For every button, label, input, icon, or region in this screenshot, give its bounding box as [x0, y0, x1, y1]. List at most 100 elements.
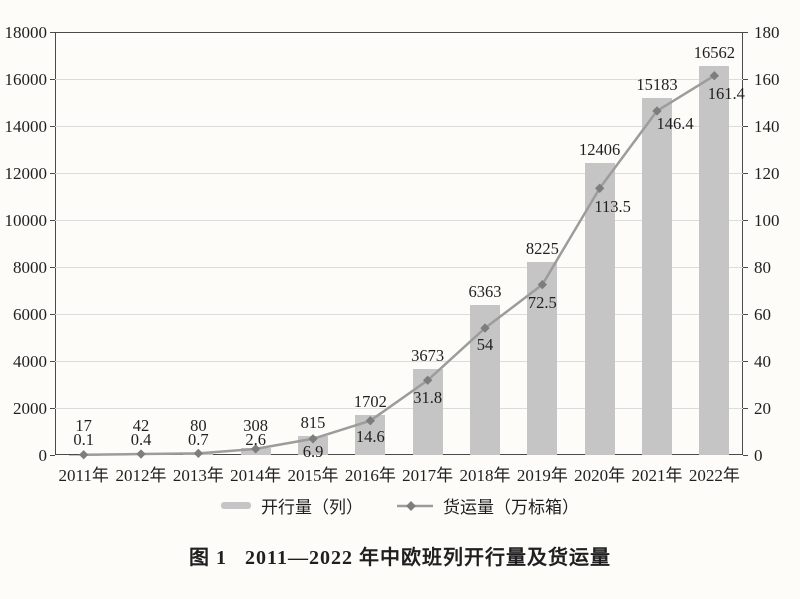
- left-axis-tick-label: 12000: [4, 163, 48, 183]
- left-axis-tick-label: 2000: [13, 398, 47, 418]
- left-axis-tick-label: 8000: [13, 257, 47, 277]
- x-axis-label: 2022年: [688, 466, 740, 485]
- left-axis-tick-label: 18000: [4, 22, 48, 42]
- x-axis-label: 2012年: [115, 466, 167, 485]
- legend-label-bar: 开行量（列）: [261, 498, 363, 517]
- bar-value-label: 17: [75, 416, 92, 435]
- legend-item-bar-series: 开行量（列）: [221, 493, 363, 518]
- left-axis-tick: [50, 125, 55, 127]
- right-axis-tick: [743, 172, 748, 174]
- x-axis-label: 2019年: [516, 466, 568, 485]
- x-axis-label: 2021年: [631, 466, 683, 485]
- x-axis-label: 2016年: [344, 466, 396, 485]
- grid-line: [55, 79, 743, 80]
- data-point-marker: [422, 375, 433, 385]
- line-value-label: 2.6: [245, 430, 266, 449]
- data-point-marker: [193, 448, 204, 459]
- left-axis-tick-label: 16000: [4, 69, 48, 89]
- right-axis-tick: [743, 219, 748, 221]
- line-value-label: 0.4: [130, 430, 152, 449]
- grid-line: [55, 361, 743, 362]
- right-axis-tick: [743, 266, 748, 268]
- right-axis-tick: [743, 313, 748, 315]
- grid-line: [55, 314, 743, 315]
- right-axis-tick: [743, 454, 748, 456]
- right-axis-tick-label: 40: [754, 351, 771, 371]
- line-path: [83, 74, 715, 457]
- bar: [584, 163, 615, 455]
- data-point-marker: [652, 106, 662, 116]
- line-value-label: 113.5: [594, 197, 631, 217]
- data-point-marker: [480, 323, 490, 333]
- bar-value-label: 16562: [693, 42, 735, 62]
- right-axis-tick: [743, 78, 748, 80]
- left-axis-tick: [50, 78, 55, 80]
- right-axis-tick-label: 20: [754, 398, 771, 418]
- right-axis-tick-label: 100: [754, 210, 780, 230]
- right-axis-tick: [743, 360, 748, 362]
- bar-value-label: 6363: [468, 282, 502, 302]
- left-axis-tick: [50, 172, 55, 174]
- line-value-label: 72.5: [527, 292, 557, 312]
- bar: [642, 98, 672, 455]
- bar-value-label: 42: [132, 416, 150, 435]
- right-axis-tick: [743, 31, 748, 33]
- left-axis-tick-label: 4000: [13, 351, 47, 371]
- legend-item-line-series: 货运量（万标箱）: [397, 493, 579, 518]
- x-axis-label: 2014年: [230, 466, 282, 485]
- data-point-marker: [308, 434, 318, 444]
- line-value-label: 31.8: [413, 388, 443, 408]
- data-point-marker: [365, 416, 376, 426]
- line-value-label: 54: [476, 335, 494, 355]
- left-axis-tick-label: 0: [38, 445, 48, 465]
- grid-line: [55, 173, 743, 174]
- left-axis-tick: [50, 313, 55, 315]
- right-axis-tick-label: 60: [754, 304, 771, 324]
- right-axis-tick-label: 120: [754, 163, 780, 183]
- bar-swatch-icon: [221, 502, 251, 509]
- line-value-label: 6.9: [302, 441, 324, 461]
- bar-value-label: 1702: [353, 392, 387, 411]
- figure-caption-number: 图 1: [189, 547, 228, 569]
- grid-line: [55, 408, 743, 409]
- grid-line: [55, 126, 743, 127]
- line-value-label: 146.4: [656, 113, 694, 133]
- left-axis-tick: [50, 454, 55, 456]
- bar: [527, 261, 558, 455]
- bar-value-label: 15183: [636, 75, 678, 95]
- right-axis-tick-label: 140: [754, 116, 780, 136]
- line-value-label: 0.7: [188, 430, 209, 449]
- chart-legend: 开行量（列） 货运量（万标箱）: [0, 493, 800, 518]
- data-point-marker: [78, 450, 89, 460]
- bar-value-label: 8225: [525, 238, 559, 258]
- bar-value-label: 80: [190, 416, 207, 435]
- right-axis-tick-label: 80: [754, 257, 771, 277]
- data-point-marker: [250, 444, 261, 454]
- bar-value-label: 12406: [579, 140, 621, 160]
- figure-caption-title: 2011—2022 年中欧班列开行量及货运量: [245, 547, 611, 569]
- left-axis-tick: [50, 31, 55, 33]
- right-axis-tick-label: 160: [754, 69, 780, 89]
- right-axis-tick: [743, 407, 748, 409]
- line-value-label: 161.4: [707, 83, 745, 103]
- right-axis-tick-label: 180: [754, 22, 780, 42]
- grid-line: [55, 220, 743, 221]
- left-axis-tick-label: 10000: [4, 210, 48, 230]
- right-axis-tick-label: 0: [754, 445, 763, 465]
- bar-value-label: 3673: [411, 345, 445, 365]
- x-axis-label: 2013年: [172, 466, 224, 485]
- figure-caption: 图 1 2011—2022 年中欧班列开行量及货运量: [0, 541, 800, 570]
- x-axis-label: 2018年: [459, 466, 511, 485]
- grid-line: [55, 267, 743, 268]
- data-point-marker: [136, 449, 146, 459]
- left-axis-tick-label: 14000: [4, 116, 48, 136]
- bar-value-label: 815: [300, 412, 326, 432]
- right-axis-tick: [743, 125, 748, 127]
- plot-area: [55, 32, 743, 455]
- x-axis-label: 2011年: [58, 466, 109, 485]
- data-point-marker: [709, 71, 720, 81]
- data-point-marker: [537, 279, 548, 290]
- bar: [699, 65, 730, 455]
